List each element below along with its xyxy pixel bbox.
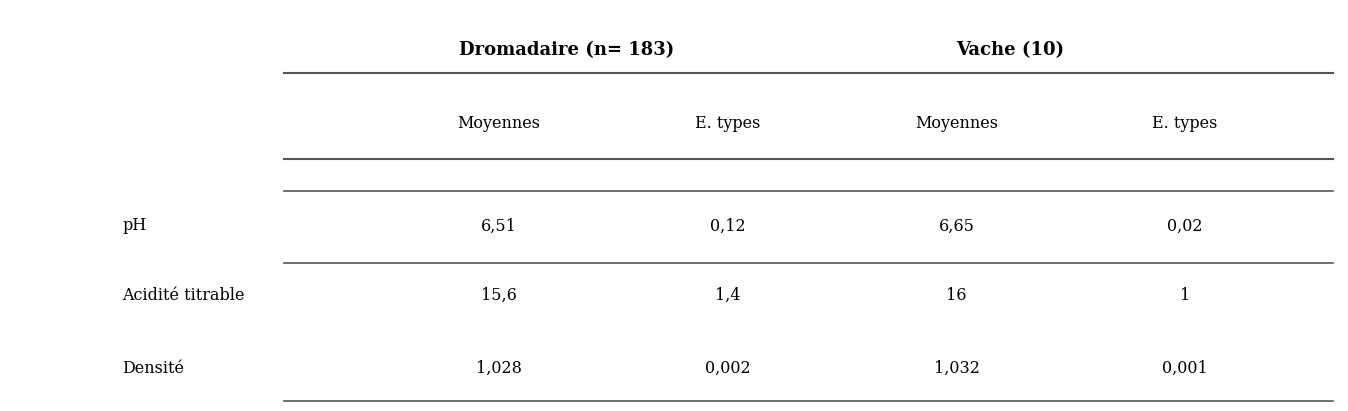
Text: Acidité titrable: Acidité titrable (123, 287, 245, 304)
Text: Dromadaire (n= 183): Dromadaire (n= 183) (458, 42, 674, 59)
Text: 0,02: 0,02 (1167, 217, 1202, 234)
Text: Densité: Densité (123, 360, 185, 377)
Text: 0,002: 0,002 (705, 360, 751, 377)
Text: 0,001: 0,001 (1162, 360, 1208, 377)
Text: Moyennes: Moyennes (457, 115, 541, 132)
Text: E. types: E. types (1153, 115, 1217, 132)
Text: E. types: E. types (696, 115, 760, 132)
Text: 1: 1 (1180, 287, 1190, 304)
Text: 15,6: 15,6 (481, 287, 518, 304)
Text: pH: pH (123, 217, 147, 234)
Text: 16: 16 (946, 287, 967, 304)
Text: 6,65: 6,65 (938, 217, 975, 234)
Text: 0,12: 0,12 (710, 217, 745, 234)
Text: Vache (10): Vache (10) (956, 42, 1065, 59)
Text: 1,032: 1,032 (934, 360, 980, 377)
Text: 1,4: 1,4 (714, 287, 740, 304)
Text: 1,028: 1,028 (476, 360, 522, 377)
Text: 6,51: 6,51 (481, 217, 518, 234)
Text: Moyennes: Moyennes (915, 115, 998, 132)
